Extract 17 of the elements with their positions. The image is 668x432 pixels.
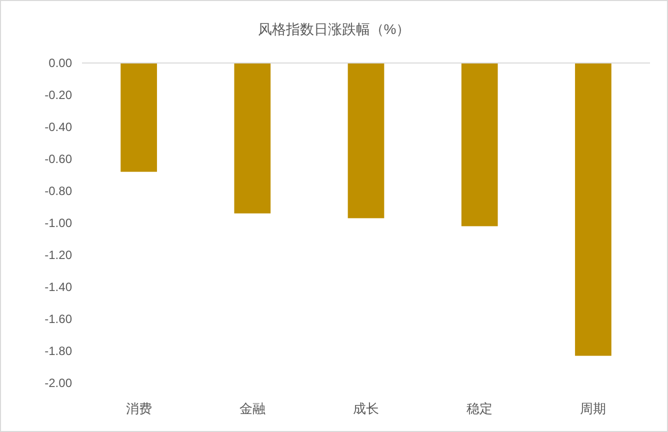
y-tick-label: -0.40	[44, 120, 72, 134]
y-tick-label: -1.40	[44, 280, 72, 294]
x-tick-label: 周期	[580, 401, 606, 416]
x-tick-label: 稳定	[466, 401, 493, 416]
y-tick-label: -0.20	[44, 88, 72, 102]
x-tick-label: 消费	[126, 401, 152, 416]
y-tick-label: -1.20	[44, 248, 72, 262]
x-tick-label: 成长	[353, 401, 379, 416]
y-tick-label: 0.00	[48, 56, 72, 70]
y-tick-label: -0.80	[44, 184, 72, 198]
chart-title: 风格指数日涨跌幅（%）	[258, 21, 410, 37]
y-tick-label: -2.00	[44, 376, 72, 390]
x-tick-label: 金融	[239, 401, 266, 416]
y-tick-label: -1.80	[44, 344, 72, 358]
y-tick-label: -0.60	[44, 152, 72, 166]
y-tick-label: -1.60	[44, 312, 72, 326]
y-tick-label: -1.00	[44, 216, 72, 230]
